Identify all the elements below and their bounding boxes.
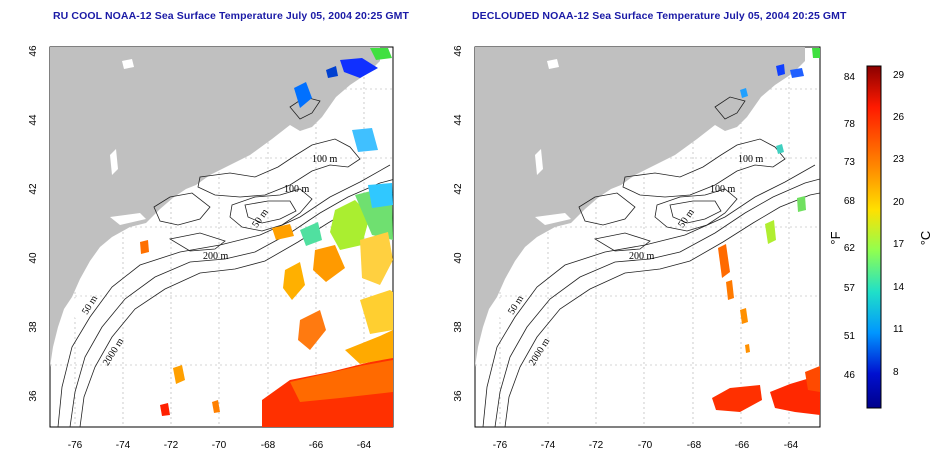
celsius-tick-label: 29: [893, 70, 905, 81]
lon-tick-label: -72: [589, 440, 604, 451]
fahrenheit-tick-label: 62: [844, 243, 856, 254]
lon-axis-right: -76 -74 -72 -70 -68 -66 -64: [493, 440, 799, 451]
lon-tick-label: -64: [357, 440, 372, 451]
lon-tick-label: -70: [638, 440, 653, 451]
contour-label: 100 m: [284, 184, 310, 195]
contour-label: 200 m: [629, 251, 655, 262]
map-title-left: RU COOL NOAA-12 Sea Surface Temperature …: [53, 10, 410, 22]
lat-tick-label: 36: [28, 390, 39, 402]
lat-tick-label: 46: [453, 45, 464, 57]
lat-tick-label: 38: [28, 321, 39, 333]
lon-axis-left: -76 -74 -72 -70 -68 -66 -64: [68, 440, 372, 451]
colorbar-fahrenheit-ticks: 84 78 73 68 62 57 51 46: [844, 72, 856, 381]
celsius-tick-label: 17: [893, 239, 905, 250]
lat-tick-label: 38: [453, 321, 464, 333]
lat-tick-label: 46: [28, 45, 39, 57]
fahrenheit-tick-label: 84: [844, 72, 856, 83]
contour-label: 200 m: [203, 251, 229, 262]
map-panel-left: 100 m 100 m 50 m 200 m 50 m 2000 m -76 -…: [28, 45, 394, 451]
celsius-tick-label: 26: [893, 112, 905, 123]
lat-tick-label: 40: [28, 252, 39, 264]
lon-tick-label: -76: [68, 440, 83, 451]
lat-tick-label: 40: [453, 252, 464, 264]
map-panel-right: 100 m 100 m 50 m 200 m 50 m 2000 m -76 -…: [453, 45, 821, 451]
contour-label: 100 m: [312, 154, 338, 165]
lon-tick-label: -70: [212, 440, 227, 451]
sst-pixels-left: [140, 48, 393, 427]
lat-tick-label: 42: [28, 183, 39, 195]
colorbar: 84 78 73 68 62 57 51 46 29 26 23 20 17 1…: [828, 65, 933, 409]
lat-tick-label: 36: [453, 390, 464, 402]
colorbar-gradient: [866, 65, 882, 409]
celsius-tick-label: 20: [893, 197, 905, 208]
celsius-tick-label: 14: [893, 282, 905, 293]
fahrenheit-tick-label: 68: [844, 196, 856, 207]
map-title-right: DECLOUDED NOAA-12 Sea Surface Temperatur…: [472, 10, 847, 22]
celsius-tick-label: 23: [893, 154, 905, 165]
lat-axis-right: 36 38 40 42 44 46: [453, 45, 464, 402]
fahrenheit-tick-label: 78: [844, 119, 856, 130]
fahrenheit-tick-label: 46: [844, 370, 856, 381]
celsius-unit-label: °C: [918, 231, 933, 246]
fahrenheit-tick-label: 57: [844, 283, 856, 294]
fahrenheit-unit-label: °F: [828, 231, 843, 244]
lon-tick-label: -66: [309, 440, 324, 451]
lon-tick-label: -68: [687, 440, 702, 451]
lon-tick-label: -72: [164, 440, 179, 451]
celsius-tick-label: 11: [893, 324, 904, 335]
celsius-tick-label: 8: [893, 367, 899, 378]
lon-tick-label: -64: [784, 440, 799, 451]
lon-tick-label: -74: [116, 440, 131, 451]
colorbar-celsius-ticks: 29 26 23 20 17 14 11 8: [893, 70, 905, 378]
fahrenheit-tick-label: 73: [844, 157, 856, 168]
lon-tick-label: -76: [493, 440, 508, 451]
sst-pixels-right: [712, 48, 820, 415]
fahrenheit-tick-label: 51: [844, 331, 856, 342]
contour-label: 100 m: [710, 184, 736, 195]
lon-tick-label: -66: [735, 440, 750, 451]
lon-tick-label: -74: [541, 440, 556, 451]
contour-label: 100 m: [738, 154, 764, 165]
lon-tick-label: -68: [261, 440, 276, 451]
lat-tick-label: 44: [28, 114, 39, 126]
lat-axis-left: 36 38 40 42 44 46: [28, 45, 39, 402]
lat-tick-label: 44: [453, 114, 464, 126]
lat-tick-label: 42: [453, 183, 464, 195]
